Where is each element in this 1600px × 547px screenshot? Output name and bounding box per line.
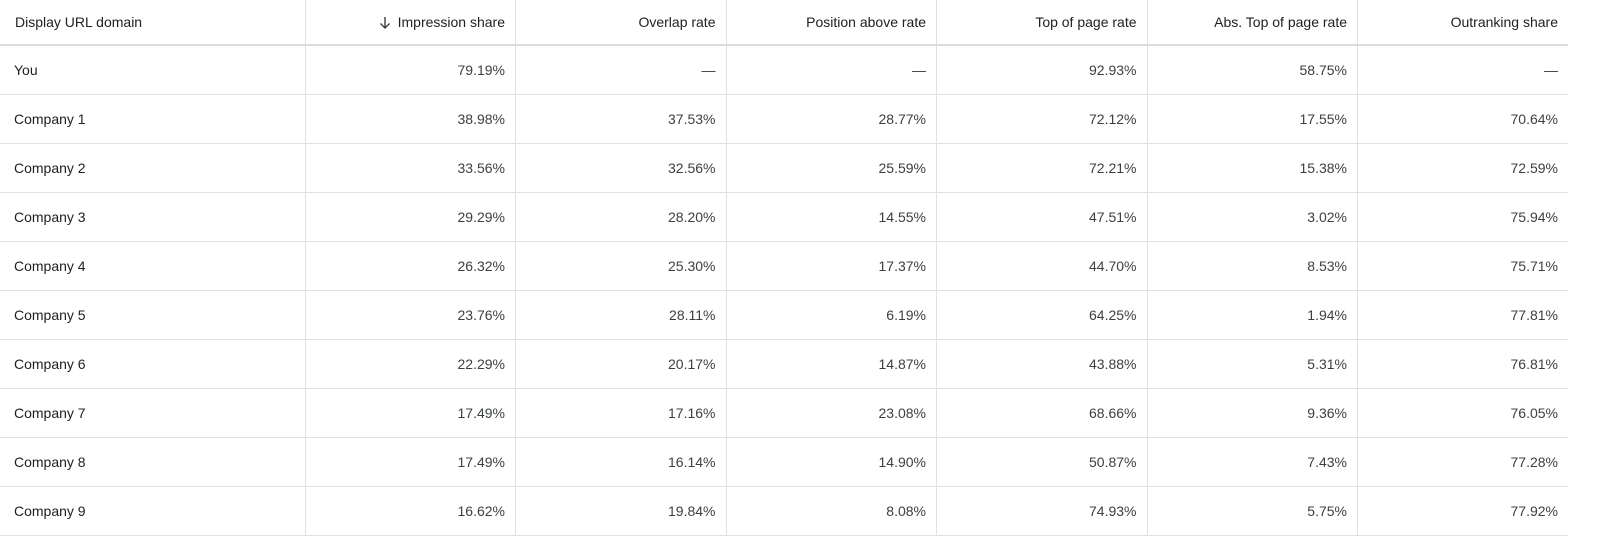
table-row: Company 7 17.49% 17.16% 23.08% 68.66% 9.36% 76…	[0, 388, 1568, 438]
metric-cell: 23.08%	[726, 388, 937, 438]
header-label: Outranking share	[1450, 14, 1558, 30]
metric-cell: 1.94%	[1147, 290, 1358, 340]
metric-cell: 58.75%	[1147, 45, 1358, 95]
metric-cell: —	[1357, 45, 1568, 95]
metric-cell: 28.11%	[515, 290, 727, 340]
metric-cell: 79.19%	[305, 45, 516, 95]
table-row: Company 5 23.76% 28.11% 6.19% 64.25% 1.94% 77.…	[0, 290, 1568, 340]
column-header[interactable]: Top of page rate	[936, 0, 1148, 46]
metric-cell: 74.93%	[936, 486, 1148, 536]
metric-cell: 9.36%	[1147, 388, 1358, 438]
metric-cell: 32.56%	[515, 143, 727, 193]
metric-cell: 43.88%	[936, 339, 1148, 389]
metric-cell: 26.32%	[305, 241, 516, 291]
metric-cell: 25.30%	[515, 241, 727, 291]
header-label: Abs. Top of page rate	[1214, 14, 1347, 30]
metric-cell: 33.56%	[305, 143, 516, 193]
metric-cell: 17.37%	[726, 241, 937, 291]
metric-cell: —	[726, 45, 937, 95]
sort-arrow	[379, 17, 390, 30]
metric-cell: 19.84%	[515, 486, 727, 536]
column-header[interactable]: Outranking share	[1357, 0, 1568, 46]
metric-cell: 17.49%	[305, 437, 516, 487]
table-row: Company 6 22.29% 20.17% 14.87% 43.88% 5.31% 76…	[0, 339, 1568, 389]
metric-cell: 64.25%	[936, 290, 1148, 340]
metric-cell: 14.90%	[726, 437, 937, 487]
domain-cell: Company 1	[0, 94, 306, 144]
table-row: Company 3 29.29% 28.20% 14.55% 47.51% 3.02% 75…	[0, 192, 1568, 242]
column-header[interactable]: Overlap rate	[515, 0, 727, 46]
metric-cell: 16.62%	[305, 486, 516, 536]
domain-cell: Company 4	[0, 241, 306, 291]
domain-cell: Company 9	[0, 486, 306, 536]
column-header[interactable]: Display URL domain	[0, 0, 306, 46]
header-label: Position above rate	[806, 14, 926, 30]
header-label: Display URL domain	[15, 14, 143, 30]
metric-cell: 72.59%	[1357, 143, 1568, 193]
metric-cell: 6.19%	[726, 290, 937, 340]
domain-cell: Company 2	[0, 143, 306, 193]
metric-cell: 25.59%	[726, 143, 937, 193]
metric-cell: 15.38%	[1147, 143, 1358, 193]
metric-cell: 92.93%	[936, 45, 1148, 95]
metric-cell: 44.70%	[936, 241, 1148, 291]
metric-cell: 5.31%	[1147, 339, 1358, 389]
metric-cell: 28.20%	[515, 192, 727, 242]
metric-cell: 50.87%	[936, 437, 1148, 487]
metric-cell: —	[515, 45, 727, 95]
table-row: Company 1 38.98% 37.53% 28.77% 72.12% 17.55% 7…	[0, 94, 1568, 144]
metric-cell: 76.81%	[1357, 339, 1568, 389]
metric-cell: 3.02%	[1147, 192, 1358, 242]
domain-cell: You	[0, 45, 306, 95]
metric-cell: 23.76%	[305, 290, 516, 340]
column-header[interactable]: Position above rate	[726, 0, 937, 46]
metric-cell: 75.94%	[1357, 192, 1568, 242]
metric-cell: 37.53%	[515, 94, 727, 144]
metric-cell: 38.98%	[305, 94, 516, 144]
header-label: Top of page rate	[1035, 14, 1137, 30]
domain-cell: Company 8	[0, 437, 306, 487]
metric-cell: 77.81%	[1357, 290, 1568, 340]
metric-cell: 16.14%	[515, 437, 727, 487]
metric-cell: 5.75%	[1147, 486, 1358, 536]
header-row: Display URL domain Impression share Overla…	[0, 0, 1568, 46]
metric-cell: 14.55%	[726, 192, 937, 242]
table-row: Company 4 26.32% 25.30% 17.37% 44.70% 8.53% 75…	[0, 241, 1568, 291]
table-row: Company 8 17.49% 16.14% 14.90% 50.87% 7.43% 77…	[0, 437, 1568, 487]
metric-cell: 17.55%	[1147, 94, 1358, 144]
domain-cell: Company 6	[0, 339, 306, 389]
metric-cell: 7.43%	[1147, 437, 1358, 487]
table-row: Company 9 16.62% 19.84% 8.08% 74.93% 5.75% 77.…	[0, 486, 1568, 536]
metric-cell: 76.05%	[1357, 388, 1568, 438]
metric-cell: 17.49%	[305, 388, 516, 438]
metric-cell: 77.28%	[1357, 437, 1568, 487]
column-header[interactable]: Abs. Top of page rate	[1147, 0, 1358, 46]
metric-cell: 28.77%	[726, 94, 937, 144]
metric-cell: 75.71%	[1357, 241, 1568, 291]
metric-cell: 20.17%	[515, 339, 727, 389]
metric-cell: 72.21%	[936, 143, 1148, 193]
auction-insights-table: Display URL domain Impression share Overla…	[0, 0, 1568, 536]
metric-cell: 14.87%	[726, 339, 937, 389]
domain-cell: Company 5	[0, 290, 306, 340]
domain-cell: Company 7	[0, 388, 306, 438]
column-header[interactable]: Impression share	[305, 0, 516, 46]
metric-cell: 68.66%	[936, 388, 1148, 438]
table-row: You 79.19% — —92.93% 58.75% —	[0, 45, 1568, 95]
metric-cell: 17.16%	[515, 388, 727, 438]
metric-cell: 47.51%	[936, 192, 1148, 242]
metric-cell: 29.29%	[305, 192, 516, 242]
metric-cell: 22.29%	[305, 339, 516, 389]
metric-cell: 8.08%	[726, 486, 937, 536]
table-body: You 79.19% — —92.93% 58.75% — Company 1 38.98% 3…	[0, 45, 1568, 536]
metric-cell: 70.64%	[1357, 94, 1568, 144]
metric-cell: 8.53%	[1147, 241, 1358, 291]
header-label: Impression share	[397, 13, 505, 30]
header-label: Overlap rate	[638, 14, 716, 30]
table-row: Company 2 33.56% 32.56% 25.59% 72.21% 15.38% 7…	[0, 143, 1568, 193]
metric-cell: 72.12%	[936, 94, 1148, 144]
metric-cell: 77.92%	[1357, 486, 1568, 536]
domain-cell: Company 3	[0, 192, 306, 242]
